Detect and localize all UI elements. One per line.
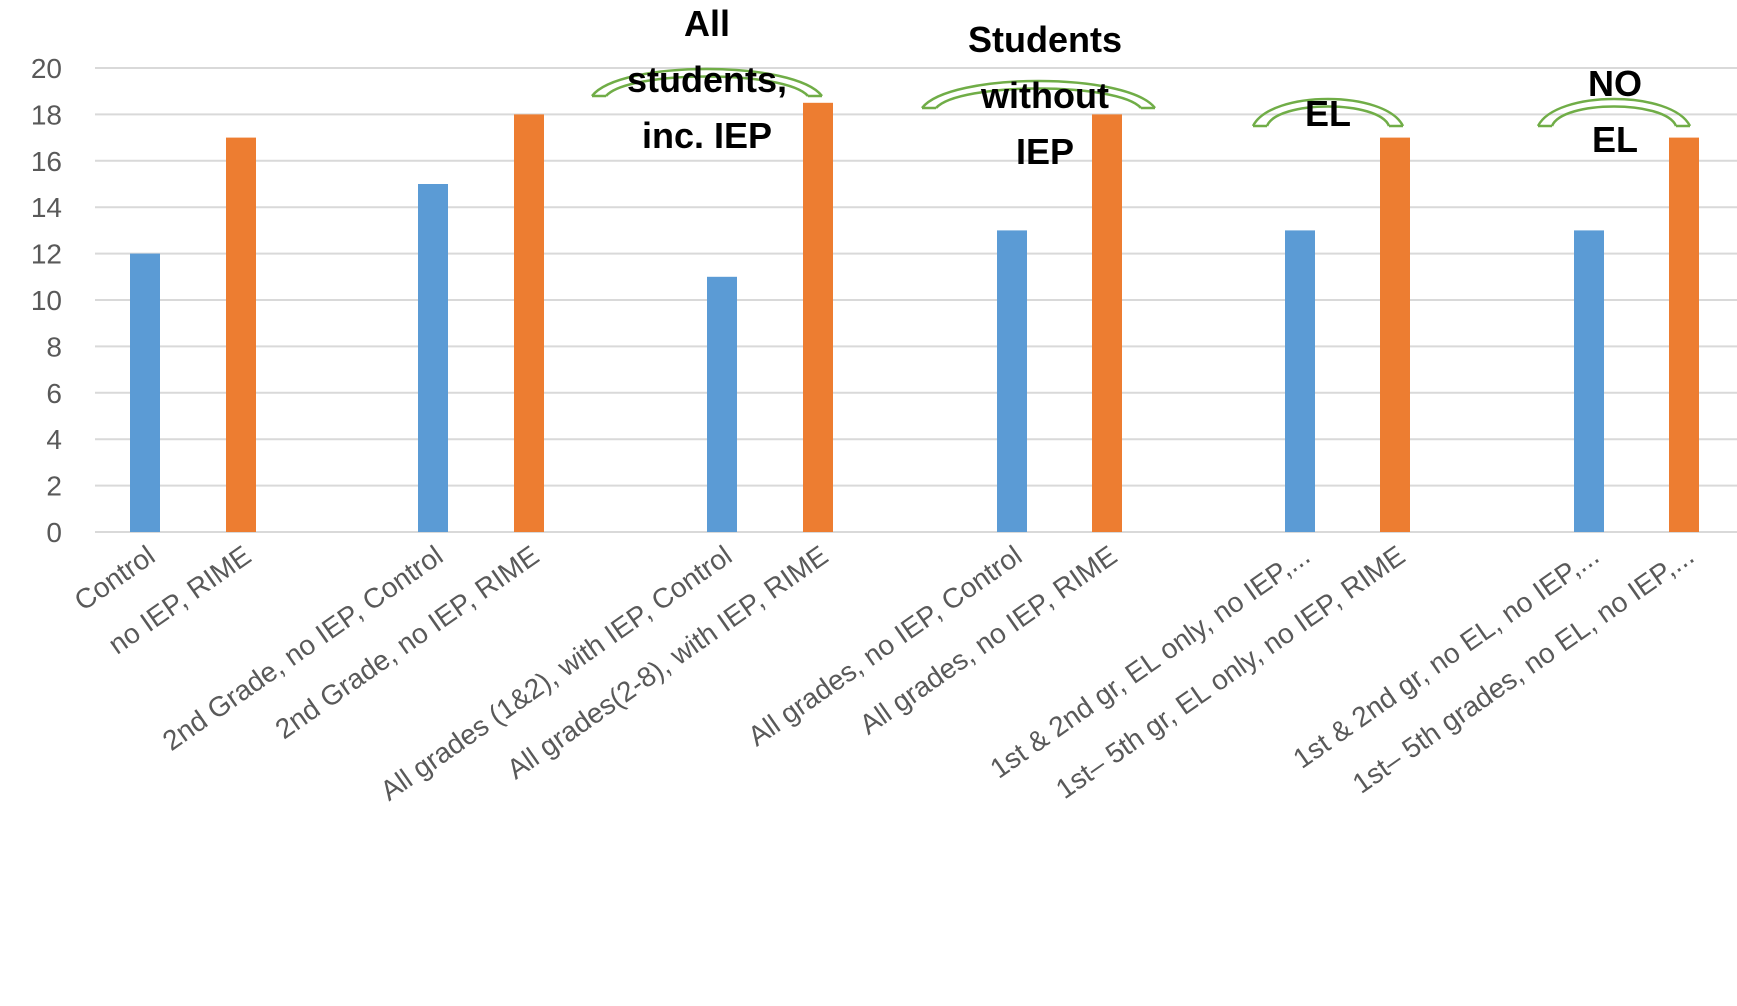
y-tick-label: 8 [46,331,62,362]
bar-7 [997,230,1027,532]
bar-6 [803,102,833,533]
annotation-bracket-inner [1550,105,1678,127]
y-tick-label: 12 [31,239,62,270]
annotation-label: NO [1588,63,1642,104]
bar-9 [1285,230,1315,532]
bar-12 [1669,137,1699,532]
x-category-label: All grades (1&2), with IEP, Control [375,540,738,807]
y-tick-label: 10 [31,285,62,316]
y-tick-label: 2 [46,471,62,502]
gridlines [95,67,1737,533]
annotation-label: without [980,75,1109,116]
annotation-label: students, [627,59,787,100]
bar-10 [1380,137,1410,532]
y-tick-label: 6 [46,378,62,409]
bar-1 [130,253,160,532]
annotation-label: EL [1592,119,1638,160]
annotation-bracket-outer [1536,97,1692,127]
annotation-bracket-outer [921,79,1156,109]
annotations: All students, inc. IEP Students without IEP EL… [591,3,1692,172]
annotation-label: EL [1305,93,1351,134]
annotation-label: IEP [1016,131,1074,172]
bar-3 [418,184,448,532]
y-tick-label: 20 [31,53,62,84]
bar-4 [514,114,544,533]
y-tick-label: 4 [46,424,62,455]
annotation-bracket-outer [591,67,823,97]
annotation-label: Students [968,19,1122,60]
bar-11 [1574,230,1604,532]
y-tick-label: 14 [31,192,62,223]
annotation-bracket-inner [605,75,809,97]
y-axis-tick-labels: 0 2 4 6 8 10 12 14 16 18 20 [31,53,62,548]
x-category-label: 1st– 5th gr, EL only, no IEP, RIME [1050,540,1410,805]
y-tick-label: 18 [31,99,62,130]
bar-2 [226,137,256,532]
y-tick-label: 16 [31,146,62,177]
bars [130,102,1699,533]
bar-5 [707,276,737,532]
annotation-bracket-outer [1251,97,1405,127]
bar-8 [1092,114,1122,533]
annotation-label: inc. IEP [642,115,772,156]
y-tick-label: 0 [46,517,62,548]
annotation-bracket-inner [935,87,1142,109]
annotation-bracket-inner [1265,105,1391,127]
annotation-label: All [684,3,730,44]
